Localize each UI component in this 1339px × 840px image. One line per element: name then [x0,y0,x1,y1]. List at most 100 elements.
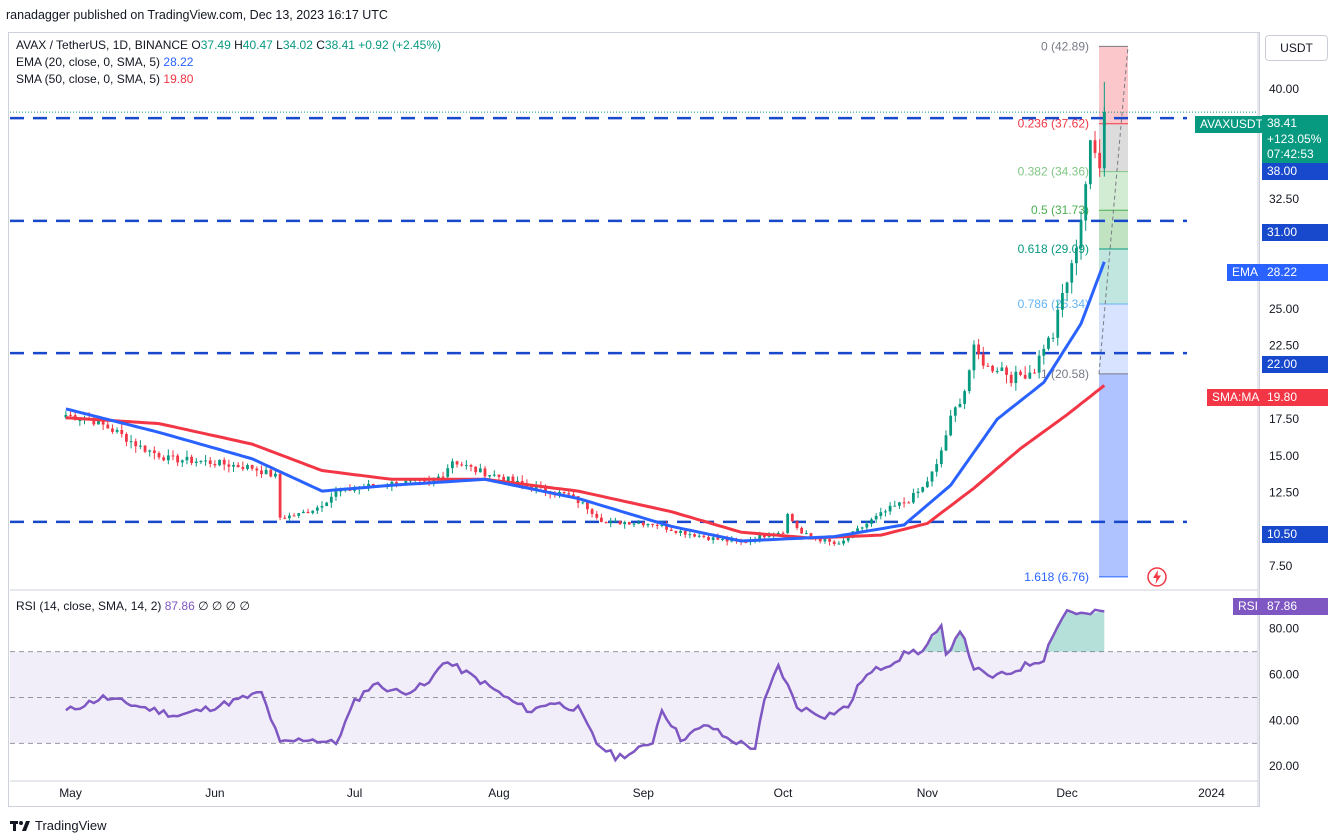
candle-body [64,414,68,418]
candle-body [367,483,370,488]
symbol-tag: AVAXUSDT [1195,116,1268,133]
low-label: L [276,38,283,52]
candle-body [1093,140,1097,153]
candle-body [492,474,496,476]
candle-body [1028,372,1032,379]
candle-body [162,457,166,461]
rsi-label: RSI (14, close, SMA, 14, 2) [16,599,162,613]
candle-body [232,464,235,467]
rsi-extra: ∅ ∅ ∅ ∅ [198,599,250,613]
ema-tag-value: 28.22 [1262,264,1328,281]
candle-body [1037,355,1041,373]
candle-body [809,533,813,537]
candle-body [269,469,273,477]
time-tick: 2024 [1198,786,1225,800]
symbol-label[interactable]: AVAX / TetherUS, 1D, BINANCE [16,38,189,52]
candle-body [534,486,538,490]
candle-body [986,365,990,367]
ema-value: 28.22 [163,55,194,69]
candle-body [483,468,487,477]
rsi-tag: RSI [1233,598,1264,615]
candle-body [781,532,785,534]
candle-body [572,494,575,497]
fib-zone-0.786 [1099,304,1128,374]
candle-body [716,537,720,540]
fib-label-1.618: 1.618 (6.76) [1024,570,1089,584]
horizontal-levels[interactable] [10,116,1187,524]
candle-body [786,514,790,534]
candle-body [488,475,492,477]
candle-body [595,513,599,518]
candle-body [842,540,845,544]
candle-body [795,521,799,528]
candle-body [199,460,203,462]
candle-body [935,464,939,472]
candle-body [306,511,310,514]
candle-body [311,510,315,514]
candle-body [171,455,175,457]
close-value: 38.41 [324,38,355,52]
currency-button[interactable]: USDT [1265,35,1328,61]
candle-body [450,461,454,469]
sma-tag: SMA:MA [1207,389,1265,406]
candle-body [423,480,426,482]
price-change: +123.05% [1267,131,1322,146]
ema-row[interactable]: EMA (20, close, 0, SMA, 5) 28.22 [16,54,441,71]
tradingview-logo[interactable]: TradingView [10,818,107,833]
candle-body [623,521,627,525]
fibonacci-retracement[interactable]: 0 (42.89) 0.236 (37.62) 0.382 (34.36) 0.5 (… [1018,39,1129,584]
candle-body [767,536,771,538]
sma-row[interactable]: SMA (50, close, 0, SMA, 5) 19.80 [16,71,441,88]
candle-body [278,473,282,518]
rsi-tick: 20.00 [1269,759,1299,773]
candle-body [1079,220,1083,248]
candle-body [586,502,589,510]
rsi-pane [10,608,1258,763]
candle-body [870,519,873,524]
candle-body [469,465,473,467]
alert-lightning-icon[interactable] [1146,566,1168,588]
candle-body [371,483,375,486]
rsi-legend[interactable]: RSI (14, close, SMA, 14, 2) 87.86 ∅ ∅ ∅ … [16,598,250,615]
candle-body [222,459,226,465]
high-label: H [234,38,243,52]
candle-body [828,539,831,542]
price-tick: 40.00 [1269,82,1299,96]
candle-body [637,522,641,524]
candle-body [1014,371,1018,384]
candle-body [255,468,259,471]
rsi-tick: 80.00 [1269,622,1299,636]
candle-body [1056,309,1060,338]
candle-body [921,487,925,492]
candle-body [804,533,808,535]
candle-body [455,461,459,465]
candle-body [227,464,231,467]
level-tag-38: 38.00 [1262,163,1328,180]
time-tick: Jun [205,786,224,800]
candle-body [157,453,161,458]
candle-body [860,527,864,529]
candle-body [111,428,114,432]
candle-body [884,511,887,513]
candle-body [762,534,766,538]
candle-body [292,515,296,517]
candle-body [562,491,566,494]
candle-body [92,419,96,425]
candle-body [977,344,980,355]
candle-body [609,521,613,524]
candle-body [1074,247,1078,264]
candle-body [404,480,408,484]
candle-body [134,441,138,447]
candle-body [78,419,82,421]
rsi-overbought-fill [65,610,1105,652]
rsi-tick: 60.00 [1269,668,1299,682]
candle-body [544,486,547,492]
candle-body [236,464,240,468]
candle-body [972,344,976,371]
candle-body [339,490,343,492]
candle-body [590,509,594,514]
candle-body [516,480,519,482]
sma-value: 19.80 [163,72,194,86]
open-value: 37.49 [200,38,231,52]
